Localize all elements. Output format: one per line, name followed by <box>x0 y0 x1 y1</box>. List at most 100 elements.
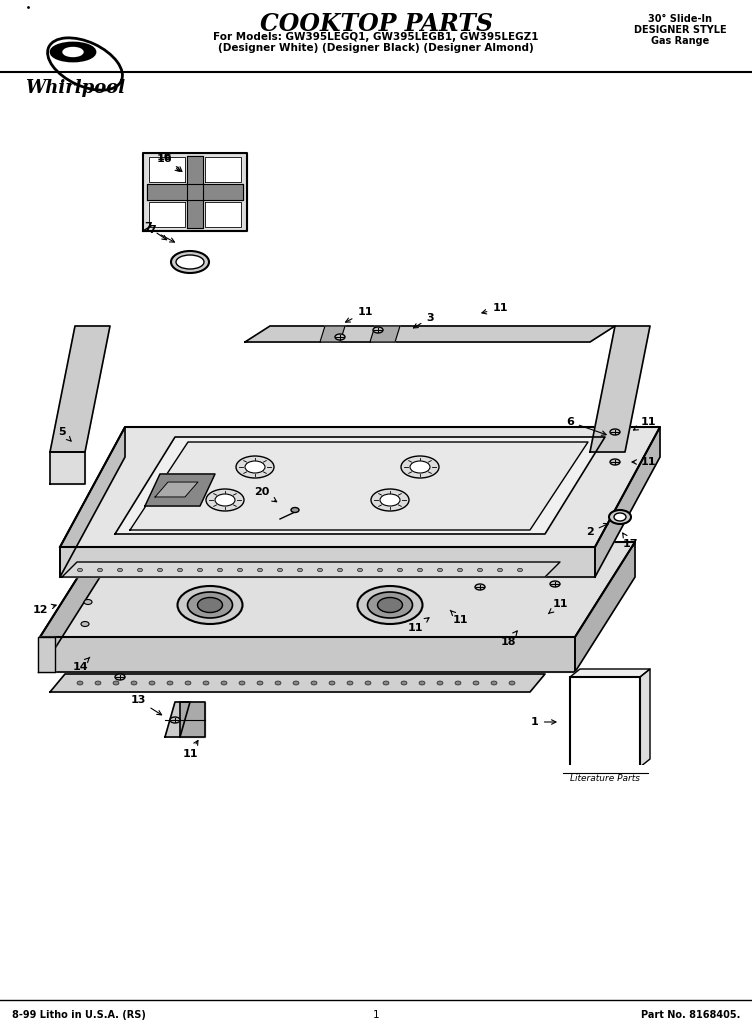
Text: (Designer White) (Designer Black) (Designer Almond): (Designer White) (Designer Black) (Desig… <box>218 43 534 53</box>
Polygon shape <box>60 547 595 577</box>
Ellipse shape <box>203 681 209 685</box>
Polygon shape <box>590 326 650 452</box>
Polygon shape <box>370 326 400 342</box>
Text: Gas Range: Gas Range <box>651 36 709 46</box>
Text: 11: 11 <box>182 741 198 759</box>
Text: DESIGNER STYLE: DESIGNER STYLE <box>634 25 726 35</box>
Text: 1: 1 <box>373 1010 379 1020</box>
Polygon shape <box>595 427 660 577</box>
Ellipse shape <box>221 681 227 685</box>
Ellipse shape <box>81 621 89 626</box>
Text: 11: 11 <box>482 303 508 314</box>
Text: 16: 16 <box>157 152 182 171</box>
Ellipse shape <box>149 681 155 685</box>
Text: 6: 6 <box>566 417 606 436</box>
Ellipse shape <box>378 569 383 572</box>
Ellipse shape <box>438 569 442 572</box>
Ellipse shape <box>609 510 631 524</box>
Ellipse shape <box>198 569 202 572</box>
Polygon shape <box>130 442 588 530</box>
Polygon shape <box>50 326 110 452</box>
Ellipse shape <box>509 681 515 685</box>
Polygon shape <box>40 542 635 637</box>
Ellipse shape <box>84 600 92 605</box>
Ellipse shape <box>63 47 83 57</box>
Ellipse shape <box>478 569 483 572</box>
Polygon shape <box>143 153 247 231</box>
Text: 7: 7 <box>148 225 174 243</box>
Text: 7: 7 <box>144 222 167 239</box>
Ellipse shape <box>187 592 232 618</box>
Text: 2: 2 <box>586 523 608 537</box>
Ellipse shape <box>138 569 142 572</box>
Ellipse shape <box>311 681 317 685</box>
Ellipse shape <box>77 681 83 685</box>
Ellipse shape <box>167 681 173 685</box>
Ellipse shape <box>610 429 620 436</box>
Polygon shape <box>155 482 198 497</box>
Text: 11: 11 <box>548 599 568 614</box>
Ellipse shape <box>157 569 162 572</box>
Polygon shape <box>149 202 185 227</box>
Ellipse shape <box>371 489 409 511</box>
Ellipse shape <box>329 681 335 685</box>
Ellipse shape <box>410 461 430 473</box>
Bar <box>570 677 640 767</box>
Ellipse shape <box>171 251 209 273</box>
Polygon shape <box>165 702 190 737</box>
Ellipse shape <box>117 569 123 572</box>
Ellipse shape <box>457 569 462 572</box>
Ellipse shape <box>380 494 400 506</box>
Text: 20: 20 <box>254 487 277 502</box>
Ellipse shape <box>277 569 283 572</box>
Text: 11: 11 <box>408 618 429 633</box>
Ellipse shape <box>383 681 389 685</box>
Polygon shape <box>50 452 85 484</box>
Polygon shape <box>640 669 650 767</box>
Ellipse shape <box>614 513 626 521</box>
Ellipse shape <box>373 327 383 333</box>
Polygon shape <box>149 157 185 182</box>
Ellipse shape <box>198 598 223 613</box>
Ellipse shape <box>335 334 345 340</box>
Ellipse shape <box>217 569 223 572</box>
Ellipse shape <box>298 569 302 572</box>
Ellipse shape <box>368 592 413 618</box>
Ellipse shape <box>51 43 95 61</box>
Text: 16: 16 <box>157 154 180 171</box>
Text: 14: 14 <box>72 657 89 672</box>
Ellipse shape <box>257 569 262 572</box>
Text: 11: 11 <box>346 307 373 322</box>
Ellipse shape <box>317 569 323 572</box>
Polygon shape <box>205 202 241 227</box>
Text: 30° Slide-In: 30° Slide-In <box>648 14 712 24</box>
Ellipse shape <box>473 681 479 685</box>
Text: Part No. 8168405.: Part No. 8168405. <box>641 1010 740 1020</box>
Text: 3: 3 <box>414 313 434 328</box>
Text: COOKTOP PARTS: COOKTOP PARTS <box>259 12 493 36</box>
Text: 11: 11 <box>632 457 656 467</box>
Polygon shape <box>145 474 215 506</box>
Ellipse shape <box>257 681 263 685</box>
Ellipse shape <box>291 508 299 513</box>
Ellipse shape <box>550 581 560 587</box>
Ellipse shape <box>419 681 425 685</box>
Text: For Models: GW395LEGQ1, GW395LEGB1, GW395LEGZ1: For Models: GW395LEGQ1, GW395LEGB1, GW39… <box>214 32 538 42</box>
Polygon shape <box>245 326 615 342</box>
Polygon shape <box>575 542 635 672</box>
Ellipse shape <box>357 569 362 572</box>
Ellipse shape <box>177 569 183 572</box>
Ellipse shape <box>498 569 502 572</box>
Ellipse shape <box>357 586 423 624</box>
Polygon shape <box>570 669 650 677</box>
Ellipse shape <box>378 598 402 613</box>
Ellipse shape <box>610 459 620 465</box>
Polygon shape <box>40 542 100 672</box>
Ellipse shape <box>177 586 242 624</box>
Text: 11: 11 <box>633 417 656 430</box>
Text: 18: 18 <box>500 631 517 647</box>
Ellipse shape <box>77 569 83 572</box>
Text: Literature Parts: Literature Parts <box>570 774 640 783</box>
Text: 1: 1 <box>531 717 556 727</box>
Ellipse shape <box>347 681 353 685</box>
